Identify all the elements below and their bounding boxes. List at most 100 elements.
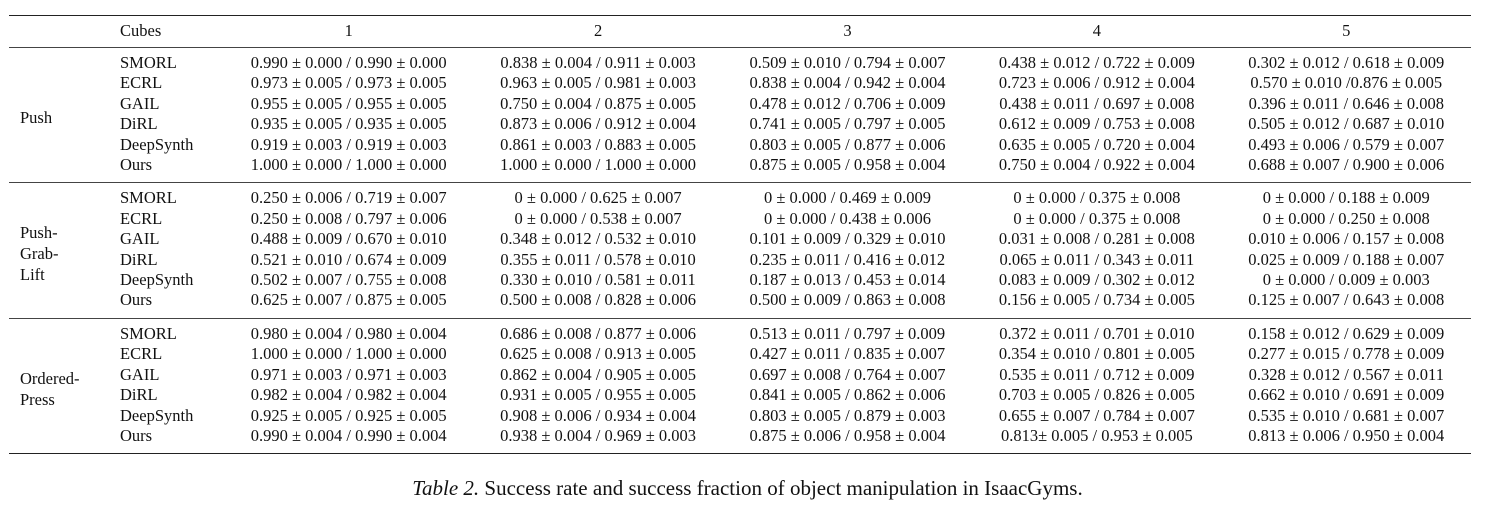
table-row: DeepSynth 0.502 ± 0.007 / 0.755 ± 0.008 0.… [9, 270, 1471, 290]
method-name: GAIL [120, 364, 160, 384]
result-cell: 0.861 ± 0.003 / 0.883 ± 0.005 [500, 134, 697, 154]
table-row: GAIL 0.971 ± 0.003 / 0.971 ± 0.003 0.862 ±… [9, 365, 1471, 385]
method-name: DeepSynth [120, 405, 194, 425]
result-cell: 1.000 ± 0.000 / 1.000 ± 0.000 [250, 344, 447, 364]
result-cell: 0.302 ± 0.012 / 0.618 ± 0.009 [1248, 53, 1445, 72]
result-cell: 0.355 ± 0.011 / 0.578 ± 0.010 [500, 249, 696, 269]
result-cell: 0.750 ± 0.004 / 0.922 ± 0.004 [998, 155, 1195, 175]
result-cell: 0.982 ± 0.004 / 0.982 ± 0.004 [250, 385, 447, 405]
results-table: Cubes 1 2 3 4 5 Push SMORL 0.990 ± 0.000 /… [9, 15, 1471, 454]
header-corner [9, 16, 120, 48]
header-cubes-5: 5 [1342, 21, 1351, 41]
result-cell: 0.931 ± 0.005 / 0.955 ± 0.005 [500, 385, 697, 405]
result-cell: 0.502 ± 0.007 / 0.755 ± 0.008 [250, 270, 447, 290]
result-cell: 0.025 ± 0.009 / 0.188 ± 0.007 [1248, 249, 1445, 269]
result-cell: 0.875 ± 0.006 / 0.958 ± 0.004 [749, 425, 946, 445]
method-name: DiRL [120, 385, 158, 405]
task-name: Push- Grab- Lift [20, 222, 59, 284]
result-cell: 0 ± 0.000 / 0.538 ± 0.007 [514, 208, 682, 228]
result-cell: 0 ± 0.000 / 0.469 ± 0.009 [763, 188, 932, 208]
result-cell: 0.635 ± 0.005 / 0.720 ± 0.004 [998, 134, 1195, 154]
table-group: Ordered- Press SMORL 0.980 ± 0.004 / 0.980… [9, 318, 1471, 454]
method-name: ECRL [120, 208, 163, 228]
result-cell: 0 ± 0.000 / 0.009 ± 0.003 [1262, 270, 1430, 290]
result-cell: 0 ± 0.000 / 0.438 ± 0.006 [763, 208, 932, 228]
table-row: Ours 0.990 ± 0.004 / 0.990 ± 0.004 0.938 ±… [9, 426, 1471, 454]
result-cell: 0.750 ± 0.004 / 0.875 ± 0.005 [500, 93, 697, 113]
table-row: Push SMORL 0.990 ± 0.000 / 0.990 ± 0.000 0.… [9, 48, 1471, 127]
result-cell: 0.838 ± 0.004 / 0.942 ± 0.004 [749, 73, 946, 93]
result-cell: 0.277 ± 0.015 / 0.778 ± 0.009 [1248, 344, 1445, 364]
table-row: DiRL 0.935 ± 0.005 / 0.935 ± 0.005 0.873 ±… [9, 114, 1471, 134]
result-cell: 0.521 ± 0.010 / 0.674 ± 0.009 [250, 249, 447, 269]
result-cell: 0.612 ± 0.009 / 0.753 ± 0.008 [998, 114, 1195, 134]
result-cell: 0.187 ± 0.013 / 0.453 ± 0.014 [749, 270, 946, 290]
method-name: DiRL [120, 114, 158, 134]
result-cell: 0 ± 0.000 / 0.375 ± 0.008 [1013, 208, 1181, 228]
result-cell: 0.513 ± 0.011 / 0.797 ± 0.009 [749, 323, 946, 343]
result-cell: 0 ± 0.000 / 0.375 ± 0.008 [1013, 188, 1181, 208]
table-row: DiRL 0.982 ± 0.004 / 0.982 ± 0.004 0.931 ±… [9, 385, 1471, 405]
result-cell: 0.935 ± 0.005 / 0.935 ± 0.005 [250, 114, 447, 134]
header-cubes-2: 2 [593, 21, 603, 41]
result-cell: 0.697 ± 0.008 / 0.764 ± 0.007 [749, 364, 946, 384]
result-cell: 0.488 ± 0.009 / 0.670 ± 0.010 [250, 229, 447, 249]
result-cell: 0 ± 0.000 / 0.188 ± 0.009 [1262, 188, 1430, 208]
result-cell: 0.354 ± 0.010 / 0.801 ± 0.005 [998, 344, 1195, 364]
task-name: Push [20, 108, 53, 128]
result-cell: 0.330 ± 0.010 / 0.581 ± 0.011 [500, 270, 696, 290]
method-name: DiRL [120, 249, 158, 269]
table-row: Ordered- Press SMORL 0.980 ± 0.004 / 0.980… [9, 318, 1471, 409]
task-name: Ordered- Press [20, 368, 80, 409]
method-name: Ours [120, 155, 153, 175]
result-cell: 0.803 ± 0.005 / 0.879 ± 0.003 [749, 405, 946, 425]
result-cell: 0.963 ± 0.005 / 0.981 ± 0.003 [500, 73, 697, 93]
result-cell: 0.655 ± 0.007 / 0.784 ± 0.007 [998, 405, 1195, 425]
header-cubes-1: 1 [344, 21, 353, 41]
result-cell: 0.925 ± 0.005 / 0.925 ± 0.005 [250, 405, 447, 425]
result-cell: 0.010 ± 0.006 / 0.157 ± 0.008 [1248, 229, 1445, 249]
result-cell: 0.328 ± 0.012 / 0.567 ± 0.011 [1248, 364, 1444, 384]
header-row: Cubes 1 2 3 4 5 [9, 15, 1471, 48]
method-name: DeepSynth [120, 270, 194, 290]
table-row: ECRL 1.000 ± 0.000 / 1.000 ± 0.000 0.625 ±… [9, 344, 1471, 364]
result-cell: 0.535 ± 0.010 / 0.681 ± 0.007 [1248, 405, 1445, 425]
result-cell: 0.980 ± 0.004 / 0.980 ± 0.004 [250, 323, 447, 343]
table-row: DeepSynth 0.919 ± 0.003 / 0.919 ± 0.003 0.… [9, 135, 1471, 155]
result-cell: 0.919 ± 0.003 / 0.919 ± 0.003 [250, 134, 447, 154]
result-cell: 0.625 ± 0.007 / 0.875 ± 0.005 [250, 290, 447, 310]
result-cell: 0.570 ± 0.010 /0.876 ± 0.005 [1250, 73, 1443, 93]
table-caption: Table 2. Success rate and success fracti… [0, 474, 1495, 502]
result-cell: 0.396 ± 0.011 / 0.646 ± 0.008 [1248, 93, 1444, 113]
result-cell: 0.662 ± 0.010 / 0.691 ± 0.009 [1248, 385, 1445, 405]
table-row: ECRL 0.973 ± 0.005 / 0.973 ± 0.005 0.963 ±… [9, 73, 1471, 93]
method-name: ECRL [120, 344, 163, 364]
result-cell: 0.427 ± 0.011 / 0.835 ± 0.007 [749, 344, 946, 364]
method-name: GAIL [120, 229, 160, 249]
method-name: SMORL [120, 323, 177, 343]
result-cell: 1.000 ± 0.000 / 1.000 ± 0.000 [500, 155, 697, 175]
result-cell: 0.803 ± 0.005 / 0.877 ± 0.006 [749, 134, 946, 154]
result-cell: 0.838 ± 0.004 / 0.911 ± 0.003 [500, 53, 696, 72]
result-cell: 0 ± 0.000 / 0.250 ± 0.008 [1262, 208, 1430, 228]
result-cell: 0.500 ± 0.009 / 0.863 ± 0.008 [749, 290, 946, 310]
result-cell: 0.873 ± 0.006 / 0.912 ± 0.004 [500, 114, 697, 134]
result-cell: 0.971 ± 0.003 / 0.971 ± 0.003 [250, 364, 447, 384]
result-cell: 0.158 ± 0.012 / 0.629 ± 0.009 [1248, 323, 1445, 343]
result-cell: 0.938 ± 0.004 / 0.969 ± 0.003 [500, 425, 697, 445]
result-cell: 0.990 ± 0.000 / 0.990 ± 0.000 [250, 53, 447, 72]
table-group: Push- Grab- Lift SMORL 0.250 ± 0.006 / 0.7… [9, 183, 1471, 319]
result-cell: 0.101 ± 0.009 / 0.329 ± 0.010 [749, 229, 946, 249]
result-cell: 0.235 ± 0.011 / 0.416 ± 0.012 [749, 249, 946, 269]
method-name: DeepSynth [120, 134, 194, 154]
result-cell: 0.500 ± 0.008 / 0.828 ± 0.006 [500, 290, 697, 310]
table-row: Push- Grab- Lift SMORL 0.250 ± 0.006 / 0.7… [9, 183, 1471, 283]
method-name: ECRL [120, 73, 163, 93]
table-group: Push SMORL 0.990 ± 0.000 / 0.990 ± 0.000 0.… [9, 48, 1471, 183]
table-row: Ours 1.000 ± 0.000 / 1.000 ± 0.000 1.000 ±… [9, 155, 1471, 183]
result-cell: 0.703 ± 0.005 / 0.826 ± 0.005 [998, 385, 1195, 405]
result-cell: 0.031 ± 0.008 / 0.281 ± 0.008 [998, 229, 1195, 249]
result-cell: 0.438 ± 0.011 / 0.697 ± 0.008 [999, 93, 1195, 113]
result-cell: 0.625 ± 0.008 / 0.913 ± 0.005 [500, 344, 697, 364]
